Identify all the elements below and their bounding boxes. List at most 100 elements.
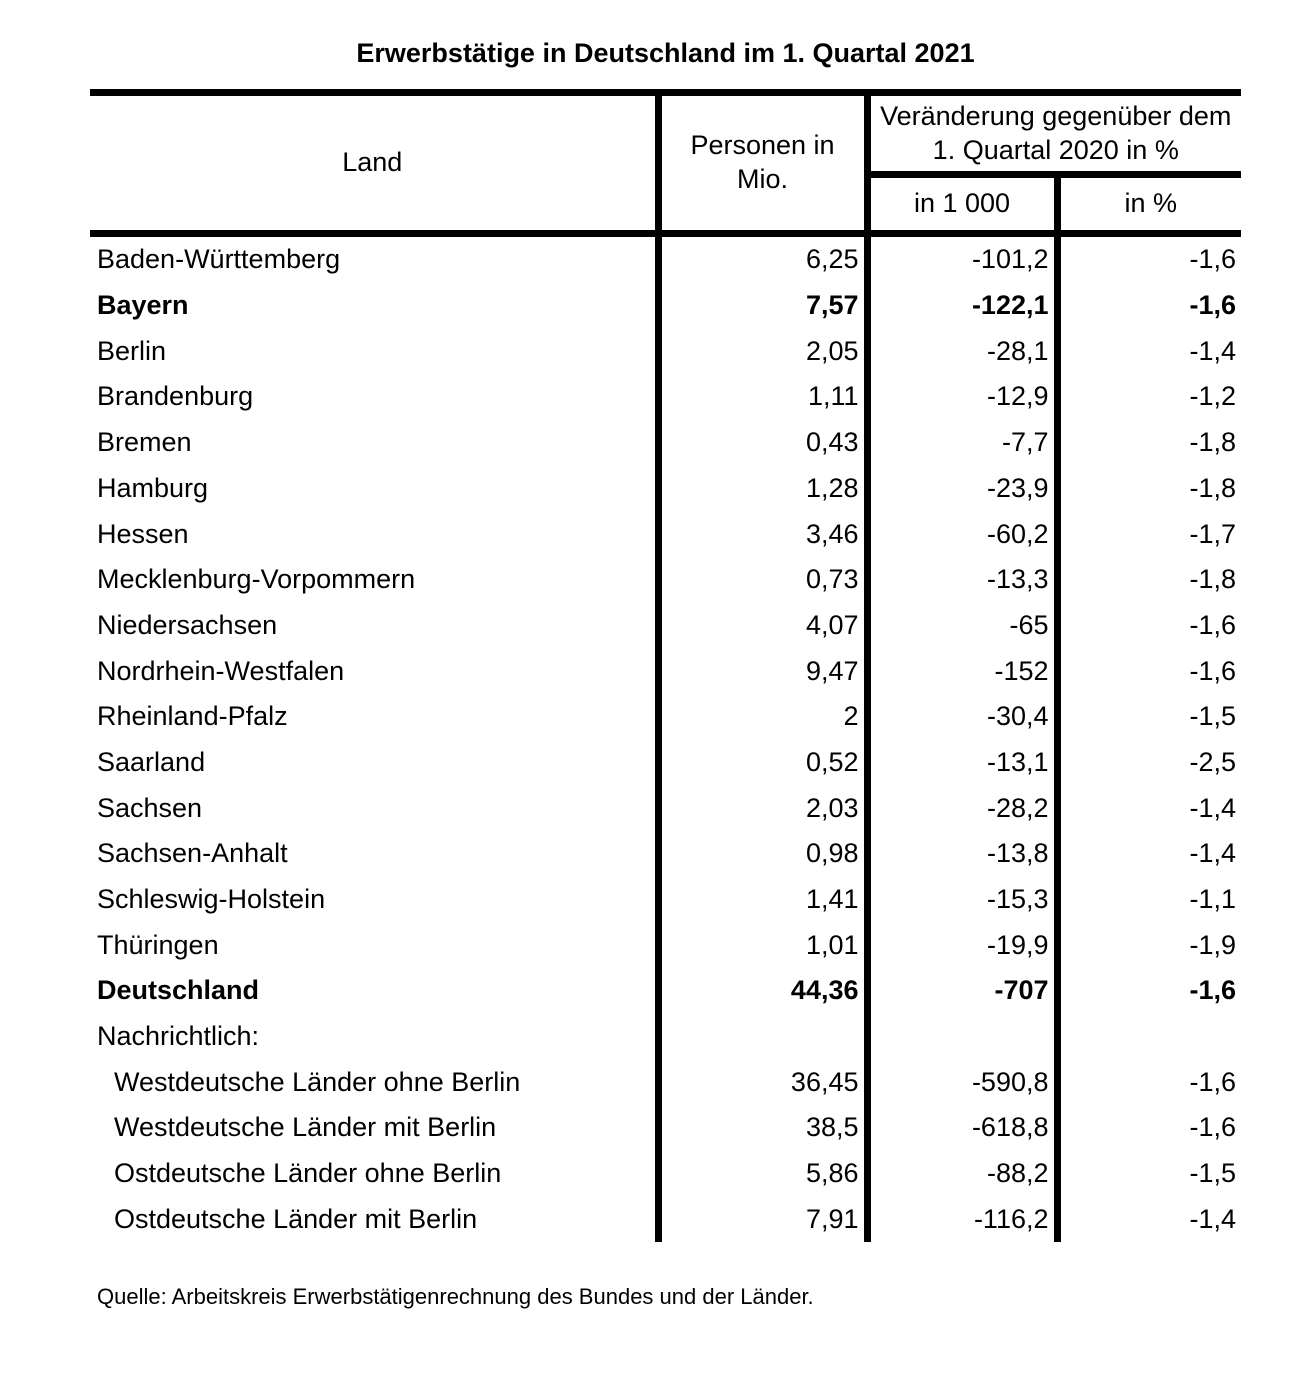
- table-row: Thüringen 1,01 -19,9 -1,9: [90, 922, 1241, 969]
- cell-persons-mio: 38,5: [658, 1105, 871, 1151]
- row-label: Ostdeutsche Länder ohne Berlin: [90, 1150, 662, 1197]
- cell-change-in-1000: -101,2: [867, 233, 1061, 283]
- table-row: Hessen 3,46 -60,2 -1,7: [90, 511, 1241, 557]
- cell-persons-mio: 2,05: [658, 328, 871, 375]
- row-label: Mecklenburg-Vorpommern: [90, 556, 662, 603]
- column-header-land: Land: [90, 92, 662, 238]
- cell-persons-mio: 0,52: [658, 739, 871, 786]
- cell-persons-mio: 6,25: [658, 233, 871, 283]
- row-label: Sachsen-Anhalt: [90, 830, 662, 877]
- row-label: Bremen: [90, 419, 662, 466]
- cell-change-in-percent: -1,7: [1189, 518, 1236, 549]
- cell-change-in-percent: -1,5: [1189, 1158, 1236, 1189]
- row-label: Schleswig-Holstein: [90, 876, 662, 923]
- row-label: Deutschland: [90, 968, 662, 1014]
- cell-change-in-percent: -1,4: [1189, 1203, 1236, 1234]
- cell-persons-mio: 2,03: [658, 785, 871, 831]
- cell-change-in-percent: -1,9: [1189, 929, 1236, 960]
- cell-persons-mio: 0,43: [658, 419, 871, 466]
- cell-change-in-1000: -7,7: [867, 419, 1061, 466]
- cell-persons-mio: [658, 1013, 871, 1060]
- cell-change-in-percent: -1,6: [1189, 1066, 1236, 1097]
- row-label: Niedersachsen: [90, 602, 662, 649]
- page-title: Erwerbstätige in Deutschland im 1. Quart…: [356, 38, 975, 68]
- table-row: Mecklenburg-Vorpommern 0,73 -13,3 -1,8: [90, 556, 1241, 603]
- cell-persons-mio: 1,01: [658, 922, 871, 969]
- cell-persons-mio: 2: [658, 693, 871, 740]
- row-label: Nachrichtlich:: [90, 1013, 662, 1060]
- cell-change-in-percent: -1,8: [1189, 564, 1236, 595]
- table-row: Ostdeutsche Länder mit Berlin 7,91 -116,2 -…: [90, 1196, 1241, 1243]
- table-row: Nachrichtlich:: [90, 1013, 1241, 1060]
- table-row: Deutschland 44,36 -707 -1,6: [90, 968, 1241, 1014]
- header-row-top: Land Personen in Mio. Veränderung gegenü…: [90, 92, 1241, 238]
- table-row: Sachsen 2,03 -28,2 -1,4: [90, 785, 1241, 831]
- cell-change-in-1000: -116,2: [867, 1196, 1061, 1243]
- column-header-persons-mio: Personen in Mio.: [658, 92, 871, 238]
- cell-change-in-percent: -1,6: [1189, 975, 1236, 1006]
- column-header-change-group: Veränderung gegenüber dem 1. Quartal 202…: [867, 92, 1241, 179]
- cell-change-in-1000: -707: [867, 968, 1061, 1014]
- row-label: Bayern: [90, 282, 662, 329]
- table-row: Brandenburg 1,11 -12,9 -1,2: [90, 374, 1241, 420]
- cell-persons-mio: 7,91: [658, 1196, 871, 1243]
- cell-change-in-1000: -618,8: [867, 1105, 1061, 1151]
- cell-change-in-percent: -1,6: [1189, 244, 1236, 275]
- cell-persons-mio: 0,98: [658, 830, 871, 877]
- cell-persons-mio: 1,11: [658, 374, 871, 420]
- table-row: Bayern 7,57 -122,1 -1,6: [90, 282, 1241, 329]
- cell-change-in-percent: -1,6: [1189, 609, 1236, 640]
- cell-change-in-1000: -13,3: [867, 556, 1061, 603]
- column-header-in-percent: in %: [1057, 174, 1241, 238]
- cell-persons-mio: 7,57: [658, 282, 871, 329]
- cell-change-in-1000: -65: [867, 602, 1061, 649]
- table-row: Westdeutsche Länder mit Berlin 38,5 -618,8…: [90, 1105, 1241, 1151]
- cell-change-in-percent: [1057, 1014, 1241, 1060]
- cell-persons-mio: 4,07: [658, 602, 871, 649]
- cell-change-in-percent: -2,5: [1189, 746, 1236, 777]
- table-row: Ostdeutsche Länder ohne Berlin 5,86 -88,2 -…: [90, 1150, 1241, 1197]
- table-row: Baden-Württemberg 6,25 -101,2 -1,6: [90, 233, 1241, 283]
- cell-change-in-1000: -88,2: [867, 1150, 1061, 1197]
- cell-change-in-1000: -28,2: [867, 785, 1061, 831]
- cell-change-in-1000: -15,3: [867, 876, 1061, 923]
- cell-change-in-percent: -1,8: [1189, 472, 1236, 503]
- row-label: Brandenburg: [90, 374, 662, 420]
- row-label: Berlin: [90, 328, 662, 375]
- table-row: Saarland 0,52 -13,1 -2,5: [90, 739, 1241, 786]
- cell-change-in-1000: -30,4: [867, 693, 1061, 740]
- employment-table: Land Personen in Mio. Veränderung gegenü…: [90, 89, 1241, 1243]
- row-label: Westdeutsche Länder ohne Berlin: [90, 1059, 662, 1106]
- cell-persons-mio: 44,36: [658, 968, 871, 1014]
- table-row: Hamburg 1,28 -23,9 -1,8: [90, 465, 1241, 512]
- header-row-sub: in 1 000 in %: [90, 174, 1241, 238]
- table-row: Bremen 0,43 -7,7 -1,8: [90, 419, 1241, 466]
- cell-change-in-1000: -13,8: [867, 830, 1061, 877]
- row-label: Hamburg: [90, 465, 662, 512]
- table-row: Berlin 2,05 -28,1 -1,4: [90, 328, 1241, 375]
- row-label: Thüringen: [90, 922, 662, 969]
- cell-change-in-1000: -122,1: [867, 282, 1061, 329]
- cell-change-in-percent: -1,8: [1189, 427, 1236, 458]
- cell-change-in-percent: -1,6: [1189, 290, 1236, 321]
- row-label: Baden-Württemberg: [90, 233, 662, 283]
- cell-change-in-1000: -60,2: [867, 511, 1061, 557]
- table-row: Rheinland-Pfalz 2 -30,4 -1,5: [90, 693, 1241, 740]
- cell-change-in-percent: -1,2: [1189, 381, 1236, 412]
- cell-change-in-1000: [867, 1013, 1061, 1060]
- cell-change-in-percent: -1,6: [1189, 655, 1236, 686]
- table-row: Nordrhein-Westfalen 9,47 -152 -1,6: [90, 648, 1241, 694]
- cell-change-in-1000: -19,9: [867, 922, 1061, 969]
- cell-change-in-percent: -1,6: [1189, 1112, 1236, 1143]
- table-body: Baden-Württemberg 6,25 -101,2 -1,6 Bayern 7,5…: [90, 233, 1241, 1243]
- column-header-in-1000: in 1 000: [867, 174, 1061, 238]
- cell-change-in-1000: -12,9: [867, 374, 1061, 420]
- cell-change-in-percent: -1,4: [1189, 792, 1236, 823]
- cell-change-in-1000: -28,1: [867, 328, 1061, 375]
- row-label: Hessen: [90, 511, 662, 557]
- cell-change-in-1000: -23,9: [867, 465, 1061, 512]
- cell-change-in-1000: -152: [867, 648, 1061, 694]
- row-label: Sachsen: [90, 785, 662, 831]
- cell-change-in-1000: -590,8: [867, 1059, 1061, 1106]
- cell-change-in-percent: -1,1: [1189, 884, 1236, 915]
